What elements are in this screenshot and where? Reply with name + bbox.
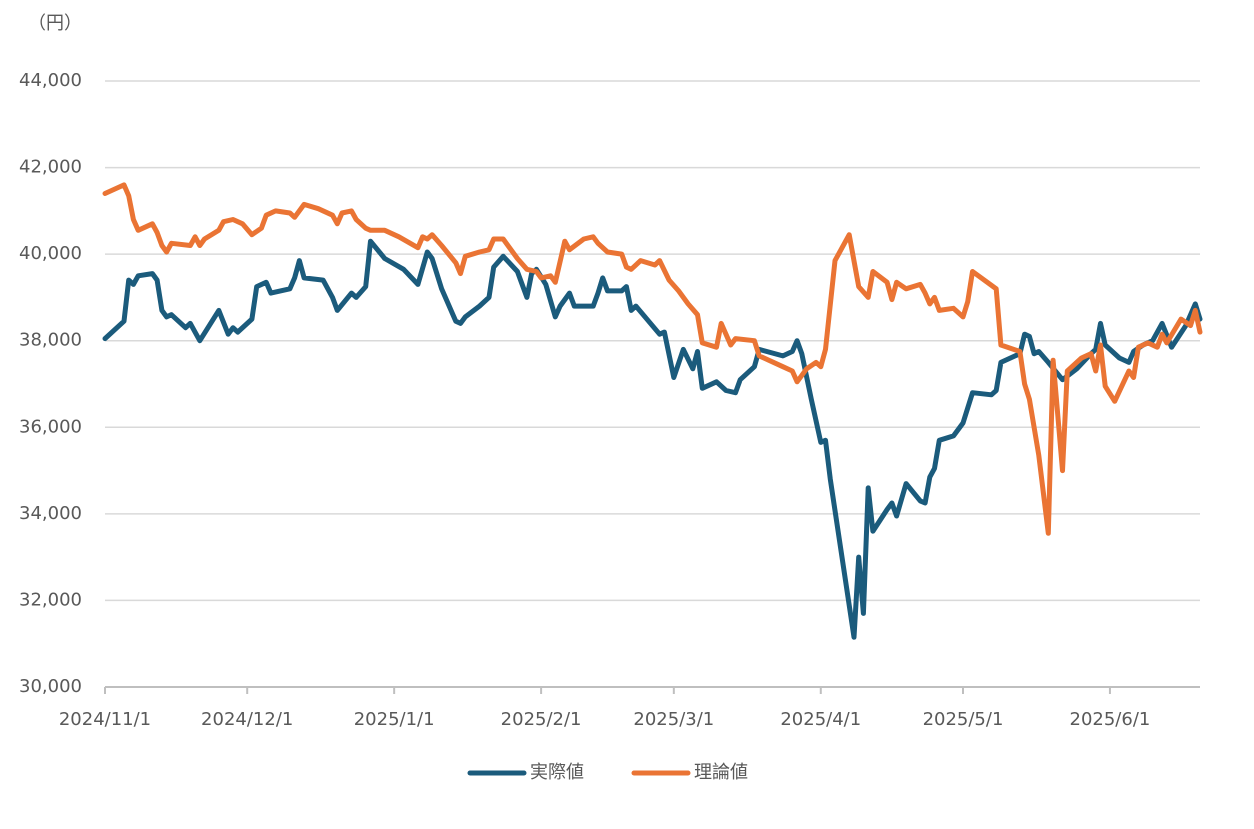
y-tick-label: 40,000 (19, 243, 82, 264)
x-tick-label: 2025/5/1 (923, 709, 1004, 730)
legend-label: 理論値 (694, 762, 748, 783)
x-tick-label: 2025/3/1 (633, 709, 714, 730)
x-tick-label: 2025/2/1 (501, 709, 582, 730)
y-tick-label: 32,000 (19, 589, 82, 610)
x-tick-label: 2025/4/1 (780, 709, 861, 730)
y-tick-label: 30,000 (19, 676, 82, 697)
y-tick-label: 38,000 (19, 330, 82, 351)
y-axis-label: （円） (28, 13, 82, 34)
x-tick-label: 2024/11/1 (59, 709, 151, 730)
x-tick-label: 2025/1/1 (354, 709, 435, 730)
y-tick-label: 42,000 (19, 157, 82, 178)
x-tick-label: 2024/12/1 (201, 709, 293, 730)
legend-label: 実際値 (530, 762, 584, 783)
y-tick-label: 34,000 (19, 503, 82, 524)
line (102, 238, 1203, 640)
y-tick-label: 36,000 (19, 416, 82, 437)
line (102, 182, 1203, 536)
y-tick-label: 44,000 (19, 70, 82, 91)
x-tick-label: 2025/6/1 (1070, 709, 1151, 730)
